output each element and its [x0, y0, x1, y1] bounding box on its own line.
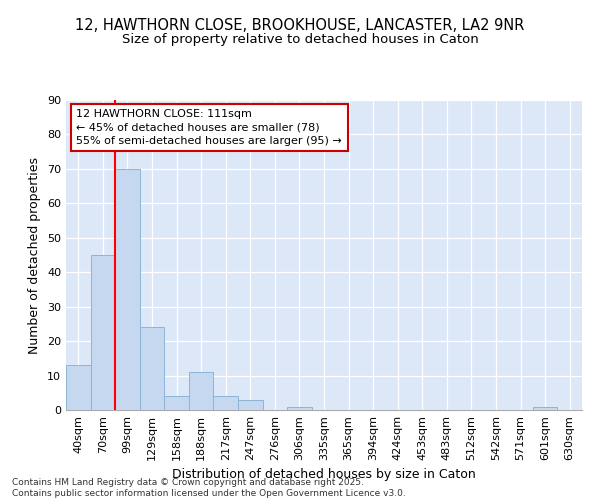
Bar [66, 365, 91, 410]
Text: Size of property relative to detached houses in Caton: Size of property relative to detached ho… [122, 32, 478, 46]
Bar [164, 396, 189, 410]
X-axis label: Distribution of detached houses by size in Caton: Distribution of detached houses by size … [172, 468, 476, 481]
Text: 12 HAWTHORN CLOSE: 111sqm
← 45% of detached houses are smaller (78)
55% of semi-: 12 HAWTHORN CLOSE: 111sqm ← 45% of detac… [76, 110, 342, 146]
Bar [287, 406, 312, 410]
Bar [140, 328, 164, 410]
Bar [189, 372, 214, 410]
Text: Contains HM Land Registry data © Crown copyright and database right 2025.
Contai: Contains HM Land Registry data © Crown c… [12, 478, 406, 498]
Y-axis label: Number of detached properties: Number of detached properties [28, 156, 41, 354]
Bar [91, 255, 115, 410]
Bar [115, 169, 140, 410]
Bar [533, 406, 557, 410]
Bar [238, 400, 263, 410]
Bar [214, 396, 238, 410]
Text: 12, HAWTHORN CLOSE, BROOKHOUSE, LANCASTER, LA2 9NR: 12, HAWTHORN CLOSE, BROOKHOUSE, LANCASTE… [76, 18, 524, 32]
